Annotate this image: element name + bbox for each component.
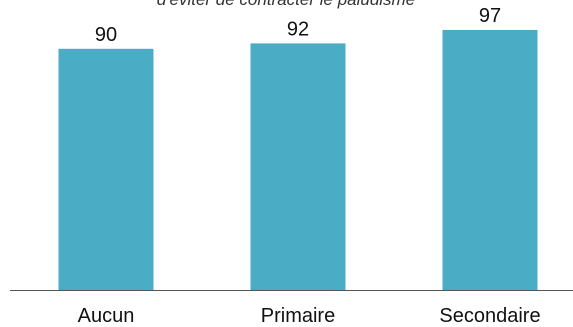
x-tick-label-secondaire: Secondaire <box>439 305 540 327</box>
chart-title: d'éviter de contracter le paludisme <box>157 0 415 9</box>
bar-primaire <box>250 43 346 291</box>
data-labels-layer: 90 92 97 <box>95 5 501 46</box>
data-label-aucun: 90 <box>95 24 117 46</box>
bar-aucun <box>58 48 154 290</box>
bars-layer <box>58 30 538 291</box>
data-label-primaire: 92 <box>287 18 309 40</box>
x-tick-label-aucun: Aucun <box>78 305 135 327</box>
x-tick-labels-layer: Aucun Primaire Secondaire <box>78 305 541 327</box>
data-label-secondaire: 97 <box>479 5 501 27</box>
x-tick-label-primaire: Primaire <box>261 305 335 327</box>
bar-secondaire <box>442 30 538 290</box>
